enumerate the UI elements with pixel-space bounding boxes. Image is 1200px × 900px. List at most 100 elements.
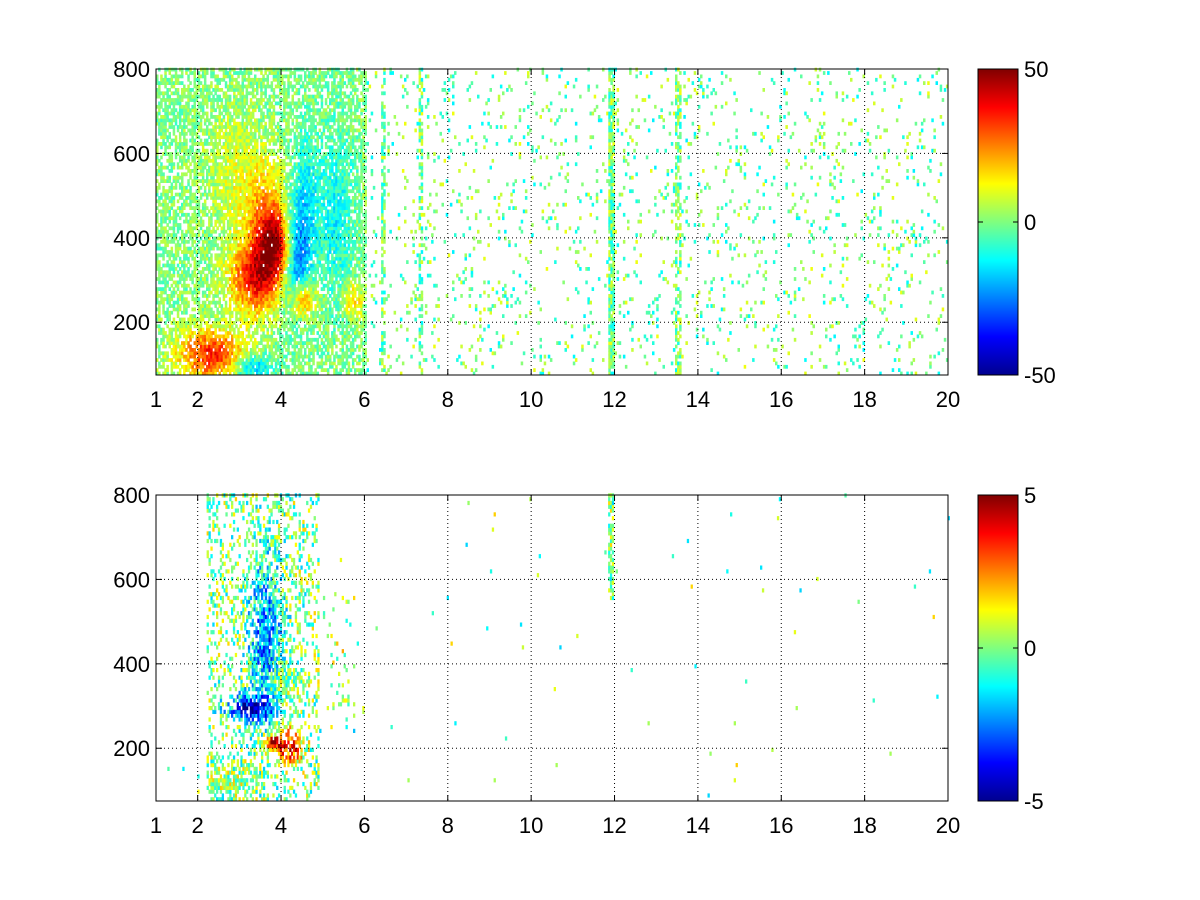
- heatmap-cell: [176, 250, 180, 254]
- heatmap-cell: [304, 135, 307, 140]
- heatmap-cell: [197, 125, 201, 129]
- heatmap-cell: [279, 361, 282, 366]
- heatmap-cell: [176, 371, 180, 376]
- heatmap-cell: [264, 199, 267, 204]
- heatmap-cell: [218, 348, 221, 352]
- heatmap-cell: [208, 226, 211, 231]
- heatmap-cell: [266, 148, 269, 153]
- heatmap-cell: [289, 334, 292, 339]
- heatmap-cell: [243, 283, 246, 288]
- heatmap-cell: [181, 155, 184, 160]
- heatmap-cell: [201, 115, 205, 119]
- heatmap-cell: [264, 192, 267, 197]
- heatmap-cell: [235, 104, 238, 109]
- heatmap-cell: [235, 192, 238, 197]
- heatmap-cell: [297, 253, 301, 258]
- heatmap-cell: [258, 300, 261, 305]
- heatmap-cell: [270, 223, 274, 227]
- heatmap-cell: [283, 175, 286, 180]
- heatmap-cell: [181, 233, 184, 237]
- heatmap-cell: [293, 361, 297, 366]
- heatmap-cell: [199, 101, 203, 106]
- heatmap-cell: [262, 304, 265, 308]
- heatmap-cell: [293, 131, 297, 136]
- heatmap-cell: [285, 216, 288, 221]
- heatmap-cell: [166, 111, 169, 116]
- heatmap-cell: [222, 118, 226, 123]
- heatmap-cell: [174, 283, 178, 288]
- heatmap-cell: [191, 348, 194, 352]
- heatmap-cell: [235, 202, 238, 207]
- heatmap-cell: [293, 138, 297, 143]
- heatmap-cell: [172, 196, 176, 200]
- heatmap-cell: [256, 165, 259, 170]
- heatmap-cell: [254, 199, 257, 204]
- heatmap-cell: [222, 155, 226, 160]
- heatmap-cell: [264, 148, 267, 153]
- heatmap-cell: [237, 192, 240, 197]
- heatmap-cell: [297, 324, 301, 329]
- heatmap-cell: [285, 74, 288, 79]
- heatmap-cell: [281, 165, 284, 170]
- heatmap-cell: [206, 267, 209, 271]
- heatmap-cell: [156, 172, 159, 177]
- heatmap-cell: [241, 135, 244, 140]
- heatmap-cell: [226, 206, 230, 210]
- heatmap-cell: [185, 172, 188, 177]
- heatmap-cell: [266, 115, 269, 119]
- heatmap-cell: [254, 125, 257, 129]
- heatmap-cell: [276, 84, 280, 89]
- heatmap-cell: [181, 229, 184, 234]
- heatmap-cell: [164, 101, 167, 106]
- heatmap-cell: [254, 337, 257, 342]
- heatmap-cell: [239, 297, 242, 302]
- heatmap-cell: [187, 128, 190, 133]
- heatmap-cell: [243, 148, 246, 153]
- heatmap-cell: [281, 351, 284, 356]
- heatmap-cell: [199, 277, 203, 281]
- heatmap-cell: [245, 115, 249, 119]
- heatmap-cell: [160, 327, 163, 332]
- heatmap-cell: [254, 226, 257, 231]
- heatmap-cell: [235, 314, 238, 318]
- heatmap-cell: [183, 192, 186, 197]
- heatmap-cell: [199, 310, 203, 315]
- heatmap-cell: [164, 71, 167, 75]
- heatmap-cell: [162, 364, 165, 369]
- heatmap-cell: [189, 169, 192, 173]
- heatmap-cell: [181, 250, 184, 254]
- heatmap-cell: [226, 358, 230, 362]
- heatmap-cell: [222, 152, 226, 156]
- heatmap-cell: [264, 91, 267, 96]
- heatmap-cell: [168, 233, 171, 237]
- heatmap-cell: [183, 236, 186, 241]
- heatmap-cell: [203, 304, 207, 308]
- heatmap-cell: [251, 212, 255, 217]
- heatmap-cell: [270, 273, 274, 278]
- heatmap-cell: [249, 229, 253, 234]
- heatmap-cell: [274, 209, 278, 214]
- heatmap-cell: [199, 104, 203, 109]
- heatmap-cell: [260, 216, 263, 221]
- heatmap-cell: [166, 283, 169, 288]
- heatmap-cell: [162, 226, 165, 231]
- heatmap-cell: [193, 165, 196, 170]
- heatmap-cell: [249, 236, 253, 241]
- heatmap-cell: [272, 250, 276, 254]
- heatmap-cell: [185, 108, 188, 113]
- heatmap-cell: [187, 74, 190, 79]
- heatmap-cell: [172, 98, 176, 102]
- heatmap-cell: [199, 185, 203, 190]
- heatmap-cell: [258, 348, 261, 352]
- heatmap-cell: [220, 273, 224, 278]
- heatmap-cell: [254, 327, 257, 332]
- heatmap-cell: [258, 158, 261, 163]
- heatmap-cell: [183, 206, 186, 210]
- heatmap-cell: [218, 162, 221, 167]
- heatmap-cell: [279, 206, 282, 210]
- heatmap-cell: [262, 280, 265, 285]
- heatmap-cell: [270, 236, 274, 241]
- heatmap-cell: [224, 108, 228, 113]
- heatmap-cell: [301, 179, 305, 183]
- heatmap-cell: [299, 101, 303, 106]
